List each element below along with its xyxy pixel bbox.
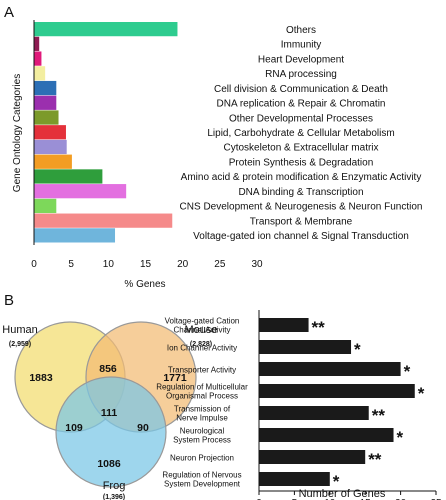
venn-set-count-2: (1,396)	[103, 494, 125, 500]
bar-b-3	[259, 384, 415, 398]
category-label-a-2: Heart Development	[258, 54, 344, 65]
significance-mark-b-4: **	[372, 406, 386, 425]
category-label-b-3: Regulation of Multicellular Organismal Pr…	[156, 383, 248, 401]
category-label-a-5: DNA replication & Repair & Chromatin	[217, 99, 386, 110]
bar-a-1	[34, 36, 40, 51]
venn-set-count-0: (2,959)	[9, 341, 31, 348]
bar-a-5	[34, 95, 57, 110]
bar-b-5	[259, 428, 394, 442]
bar-b-1	[259, 340, 352, 354]
significance-mark-b-6: **	[368, 450, 382, 469]
category-label-a-13: Transport & Membrane	[250, 216, 353, 227]
category-label-a-0: Others	[286, 25, 316, 36]
venn-region-human-only: 1883	[29, 372, 53, 384]
significance-mark-b-0: **	[312, 318, 326, 337]
venn-region-all-three: 111	[101, 407, 118, 419]
category-label-b-1: Ion Channel Activity	[167, 344, 237, 353]
venn-region-mouse-only: 1771	[163, 372, 187, 384]
significance-mark-b-7: *	[333, 472, 340, 491]
bar-b-4	[259, 406, 369, 420]
x-tick-label-a-6: 30	[251, 259, 263, 270]
category-label-b-0: Voltage-gated Cation Channel Activity	[165, 317, 240, 335]
bar-a-10	[34, 169, 103, 184]
category-label-a-7: Lipid, Carbohydrate & Cellular Metabolis…	[207, 128, 394, 139]
x-tick-label-a-4: 20	[177, 259, 189, 270]
bar-b-7	[259, 472, 330, 486]
venn-region-human-mouse: 856	[99, 363, 117, 375]
category-label-b-4: Transmission of Nerve Impulse	[174, 405, 231, 423]
bar-a-8	[34, 139, 67, 155]
chart-b: Voltage-gated Cation Channel Activity **Io…	[156, 310, 442, 500]
bar-a-2	[34, 51, 42, 66]
bar-a-12	[34, 198, 57, 214]
x-tick-label-a-0: 0	[31, 259, 37, 270]
category-label-b-7: Regulation of Nervous System Development	[162, 471, 241, 489]
x-tick-label-a-3: 15	[140, 259, 152, 270]
category-label-b-2: Transporter Activity	[168, 366, 236, 375]
x-tick-label-b-0: 0	[256, 498, 262, 500]
x-tick-label-a-5: 25	[214, 259, 226, 270]
venn-region-mouse-frog: 90	[137, 422, 149, 434]
x-tick-label-a-1: 5	[68, 259, 74, 270]
bar-a-13	[34, 213, 173, 228]
category-label-a-8: Cytoskeleton & Extracellular matrix	[223, 143, 378, 154]
panel-label-a: A	[4, 4, 14, 21]
category-label-a-11: DNA binding & Transcription	[238, 187, 363, 198]
bar-b-2	[259, 362, 401, 376]
category-label-a-6: Other Developmental Processes	[229, 113, 373, 124]
venn-set-count-1: (2,828)	[190, 341, 212, 348]
bar-a-6	[34, 110, 59, 125]
category-label-a-10: Amino acid & protein modification & Enzy…	[181, 172, 422, 183]
venn-set-label-1: Mouse	[184, 324, 217, 336]
panel-label-b: B	[4, 292, 14, 309]
category-label-a-9: Protein Synthesis & Degradation	[229, 157, 374, 168]
bar-a-4	[34, 80, 57, 96]
category-label-a-3: RNA processing	[265, 69, 337, 80]
bar-b-0	[259, 318, 309, 332]
x-axis-title-b: Number of Genes	[299, 488, 386, 500]
venn-set-label-0: Human	[2, 324, 37, 336]
category-label-b-5: Neurological System Process	[173, 427, 231, 445]
bar-a-14	[34, 228, 116, 243]
significance-mark-b-3: *	[418, 384, 425, 403]
venn-circle-2	[55, 376, 167, 488]
venn-region-frog-only: 1086	[97, 458, 121, 470]
x-tick-label-b-4: 20	[395, 498, 407, 500]
venn-set-label-2: Frog	[103, 480, 126, 492]
bar-a-0	[34, 22, 178, 37]
bar-a-7	[34, 125, 66, 140]
x-axis-title-a: % Genes	[124, 279, 165, 290]
category-label-a-4: Cell division & Communication & Death	[214, 84, 388, 95]
x-tick-label-b-2: 10	[324, 498, 336, 500]
bar-a-9	[34, 154, 72, 169]
chart-a: Others Immunity Heart Development RNA proce…	[12, 20, 422, 290]
significance-mark-b-1: *	[354, 340, 361, 359]
venn-region-human-frog: 109	[65, 422, 83, 434]
venn-diagram: Human (2,959) Mouse (2,828) Frog (1,396) 1883 1…	[2, 321, 218, 500]
significance-mark-b-2: *	[404, 362, 411, 381]
category-label-a-1: Immunity	[281, 40, 322, 51]
significance-mark-b-5: *	[397, 428, 404, 447]
x-tick-label-a-2: 10	[103, 259, 115, 270]
category-label-a-14: Voltage-gated ion channel & Signal Trans…	[193, 231, 409, 242]
bar-a-11	[34, 184, 127, 199]
category-label-a-12: CNS Development & Neurogenesis & Neuron …	[180, 202, 423, 213]
x-tick-label-b-5: 25	[430, 498, 442, 500]
bar-b-6	[259, 450, 366, 464]
category-label-b-6: Neuron Projection	[170, 454, 234, 463]
y-axis-title-a: Gene Ontology Categories	[12, 74, 23, 192]
x-tick-label-b-3: 15	[360, 498, 372, 500]
x-tick-label-b-1: 5	[292, 498, 298, 500]
bar-a-3	[34, 66, 46, 81]
